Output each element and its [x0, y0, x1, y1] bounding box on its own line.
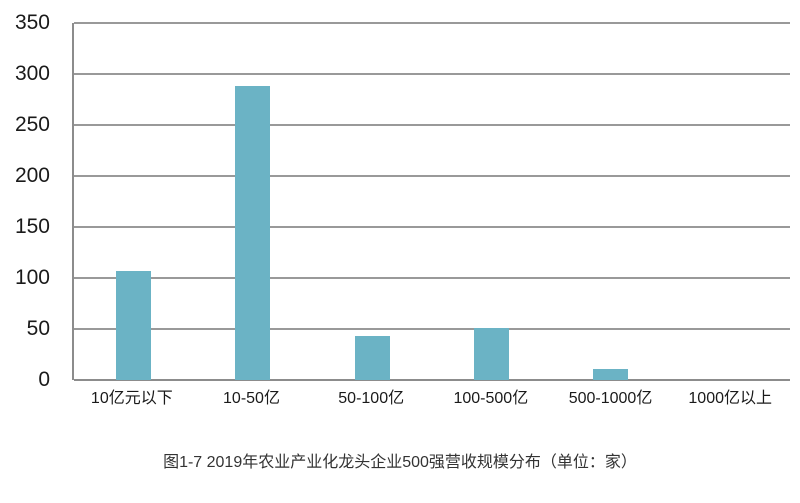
y-tick-label-150: 150 — [14, 215, 50, 238]
x-tick-label-1: 10亿元以下 — [90, 390, 173, 407]
bar-1 — [116, 270, 152, 380]
x-tick-label-4: 100-500亿 — [453, 390, 529, 407]
plot-area — [72, 22, 790, 381]
bar-3 — [354, 336, 390, 380]
y-tick-label-0: 0 — [38, 368, 50, 391]
gridline-200 — [74, 175, 790, 178]
y-tick-label-50: 50 — [26, 317, 50, 341]
y-tick-label-350: 350 — [14, 11, 50, 34]
gridline-300 — [74, 73, 790, 75]
x-tick-label-2: 10-50亿 — [223, 390, 280, 407]
x-tick-label-5: 500-1000亿 — [568, 390, 653, 407]
bar-slot — [193, 23, 312, 380]
y-tick-label-250: 250 — [14, 113, 50, 136]
bar-slot — [671, 23, 790, 380]
bar-slot — [74, 23, 193, 380]
gridline-250 — [74, 124, 790, 126]
gridlines — [74, 22, 790, 381]
y-tick-label-300: 300 — [14, 62, 50, 85]
bar-5 — [593, 368, 629, 380]
y-tick-label-100: 100 — [14, 266, 50, 290]
x-axis-labels: 10亿元以下 10-50亿 50-100亿 100-500亿 500-1000亿 1000… — [72, 389, 790, 409]
chart-caption: 图1-7 2019年农业产业化龙头企业500强营收规模分布（单位：家） — [163, 454, 637, 471]
x-axis-line — [74, 379, 790, 381]
y-tick-label-200: 200 — [14, 164, 50, 188]
bars-container — [74, 23, 790, 380]
y-axis-labels: 0 50 100 150 200 250 300 350 — [0, 12, 60, 391]
bar-2 — [235, 86, 271, 380]
bar-4 — [474, 327, 510, 380]
x-tick-label-6: 1000亿以上 — [688, 390, 772, 407]
bar-slot — [551, 23, 670, 380]
gridline-50 — [74, 328, 790, 331]
gridline-150 — [74, 226, 790, 228]
bar-slot — [432, 23, 551, 380]
bar-slot — [313, 23, 432, 380]
gridline-100 — [74, 277, 790, 280]
x-tick-label-3: 50-100亿 — [338, 390, 405, 407]
gridline-350 — [74, 22, 790, 24]
